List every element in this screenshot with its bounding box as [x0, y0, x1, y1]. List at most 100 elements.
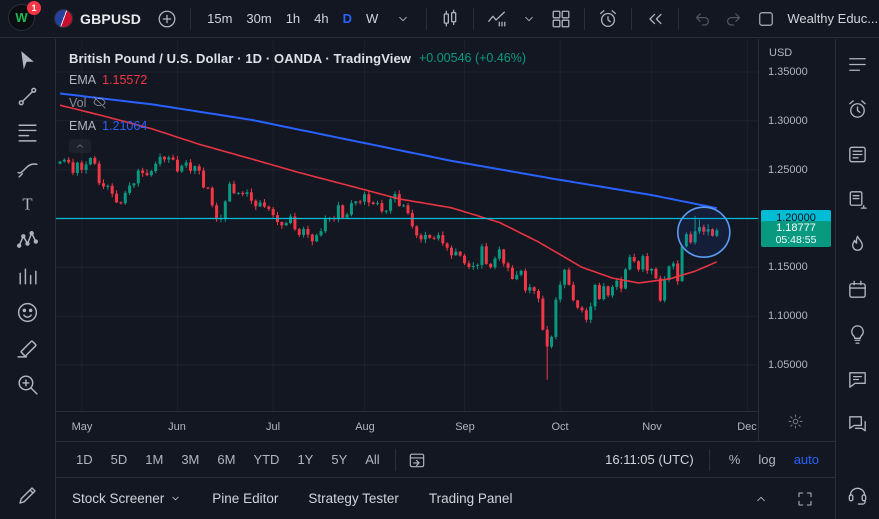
tool-text[interactable]: T [12, 190, 44, 218]
tool-measure[interactable] [12, 334, 44, 362]
month-label-nov[interactable]: Nov [642, 421, 662, 433]
indicator-value: 1.21064 [102, 118, 148, 133]
month-label-sep[interactable]: Sep [455, 421, 475, 433]
chart-type-button[interactable] [436, 5, 464, 33]
current-price-badge[interactable]: 1.18777 05:48:55 [761, 221, 831, 247]
month-label-aug[interactable]: Aug [355, 421, 375, 433]
chevron-up-icon [753, 491, 769, 507]
redo-button[interactable] [720, 5, 748, 33]
tool-forecast[interactable] [12, 262, 44, 290]
log-scale-button[interactable]: log [758, 452, 776, 467]
percent-scale-button[interactable]: % [728, 452, 741, 467]
interval-W[interactable]: W [366, 11, 379, 26]
price-label-1.05000: 1.05000 [768, 359, 808, 371]
tool-fib-retracement[interactable] [12, 118, 44, 146]
compare-button[interactable] [153, 5, 181, 33]
toolbar-divider [678, 7, 680, 30]
interval-4h[interactable]: 4h [314, 11, 329, 26]
footer-tab-pine-editor[interactable]: Pine Editor [212, 491, 278, 506]
brush-icon [15, 156, 40, 181]
footer-tab-label: Trading Panel [428, 491, 513, 506]
range-6M[interactable]: 6M [217, 452, 236, 467]
range-3M[interactable]: 3M [181, 452, 200, 467]
chart-canvas[interactable] [56, 39, 758, 411]
price-change: +0.00546 (+0.46%) [418, 51, 527, 65]
sidebar-hotlist-button[interactable] [844, 231, 872, 257]
ideas-icon [846, 323, 869, 346]
price-label-1.25000: 1.25000 [768, 164, 808, 176]
collapse-panel-button[interactable] [747, 487, 775, 511]
month-label-may[interactable]: May [71, 421, 93, 433]
time-axis[interactable]: May Jun Jul Aug Sep Oct Nov Dec [56, 411, 758, 441]
indicator-row-vol[interactable]: Vol [69, 91, 526, 114]
footer-tab-stock-screener[interactable]: Stock Screener [72, 491, 182, 506]
sidebar-calendar-button[interactable] [844, 276, 872, 302]
interval-30m[interactable]: 30m [246, 11, 272, 26]
sidebar-conversations-button[interactable] [844, 411, 872, 437]
range-5D[interactable]: 5D [110, 452, 128, 467]
sidebar-alerts-button[interactable] [844, 96, 872, 122]
tool-edit[interactable] [12, 481, 44, 509]
eye-off-icon[interactable] [92, 95, 107, 110]
layout-grid-button[interactable] [547, 5, 575, 33]
news-icon [846, 143, 869, 166]
sidebar-watchlist-button[interactable] [844, 51, 872, 77]
legend-collapse-button[interactable] [69, 139, 91, 153]
indicator-row-ema[interactable]: EMA 1.21064 [69, 114, 526, 137]
fullscreen-button[interactable] [791, 487, 819, 511]
symbol-search-button[interactable]: GBPUSD [46, 5, 149, 33]
range-5Y[interactable]: 5Y [331, 452, 348, 467]
sidebar-help-button[interactable] [844, 481, 872, 507]
range-bar-right: 16:11:05 (UTC) % log auto [605, 448, 823, 471]
chart-title[interactable]: British Pound / U.S. Dollar · 1D · OANDA… [69, 50, 411, 66]
zoom-in-icon [15, 372, 40, 397]
indicator-templates-button[interactable] [515, 5, 543, 33]
axis-currency-label[interactable]: USD [769, 47, 793, 59]
interval-menu-button[interactable] [389, 5, 417, 33]
tool-xabcd-pattern[interactable] [12, 226, 44, 254]
interval-D[interactable]: D [342, 11, 353, 26]
range-All[interactable]: All [365, 452, 380, 467]
month-label-jul[interactable]: Jul [265, 421, 281, 433]
tool-cursor[interactable] [12, 46, 44, 74]
sidebar-ideas-button[interactable] [844, 321, 872, 347]
save-layout-button[interactable] [752, 5, 780, 33]
auto-scale-button[interactable]: auto [793, 452, 819, 467]
range-1D[interactable]: 1D [76, 452, 93, 467]
sidebar-data-window-button[interactable] [844, 186, 872, 212]
chart-settings-gear-icon[interactable] [787, 413, 804, 433]
interval-1h[interactable]: 1h [285, 11, 301, 26]
bar-replay-button[interactable] [641, 5, 669, 33]
alert-button[interactable] [594, 5, 622, 33]
chat-icon [846, 368, 869, 391]
indicator-row-ema[interactable]: EMA 1.15572 [69, 68, 526, 91]
month-label-jun[interactable]: Jun [168, 421, 186, 433]
indicators-button[interactable] [483, 5, 511, 33]
layout-name[interactable]: Wealthy Educ... [787, 11, 879, 26]
price-label-1.30000: 1.30000 [768, 115, 808, 127]
go-to-date-button[interactable] [403, 448, 431, 472]
sidebar-chat-button[interactable] [844, 366, 872, 392]
range-1M[interactable]: 1M [145, 452, 164, 467]
utc-clock[interactable]: 16:11:05 (UTC) [605, 452, 694, 467]
month-label-dec[interactable]: Dec [737, 421, 757, 433]
month-label-oct[interactable]: Oct [551, 421, 569, 433]
undo-button[interactable] [688, 5, 716, 33]
sidebar-news-button[interactable] [844, 141, 872, 167]
gear-icon [787, 413, 804, 430]
range-YTD[interactable]: YTD [253, 452, 280, 467]
calendar-go-icon [407, 450, 427, 470]
app-logo[interactable]: W 1 [8, 0, 41, 34]
footer-tab-trading-panel[interactable]: Trading Panel [429, 491, 513, 506]
footer-tab-strategy-tester[interactable]: Strategy Tester [308, 491, 399, 506]
price-axis[interactable]: USD 1.35000 1.30000 1.25000 1.20000 1.15000 1… [758, 39, 835, 441]
indicators-icon [486, 8, 508, 30]
xabcd-pattern-icon [15, 228, 40, 253]
range-1Y[interactable]: 1Y [297, 452, 314, 467]
tool-trend-line[interactable] [12, 82, 44, 110]
undo-icon [691, 8, 713, 30]
tool-zoom-in[interactable] [12, 370, 44, 398]
interval-15m[interactable]: 15m [207, 11, 233, 26]
tool-emoji[interactable] [12, 298, 44, 326]
tool-brush[interactable] [12, 154, 44, 182]
